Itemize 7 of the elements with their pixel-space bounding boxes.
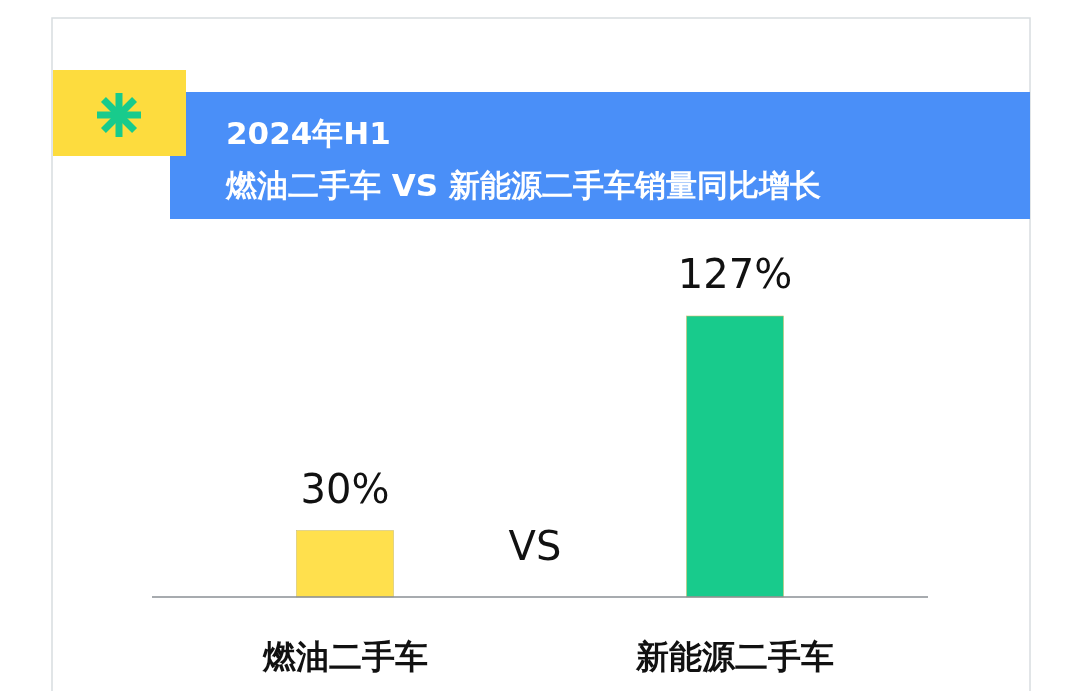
x-tick-label: 燃油二手车 [261, 637, 428, 676]
annotation: VS [508, 523, 562, 569]
chart-subtitle: 燃油二手车 VS 新能源二手车销量同比增长 [225, 167, 821, 203]
chart-title: 2024年H1 [226, 115, 391, 151]
x-tick-label: 新能源二手车 [635, 637, 834, 676]
data-label: 127% [677, 251, 793, 297]
data-label: 30% [300, 465, 390, 512]
